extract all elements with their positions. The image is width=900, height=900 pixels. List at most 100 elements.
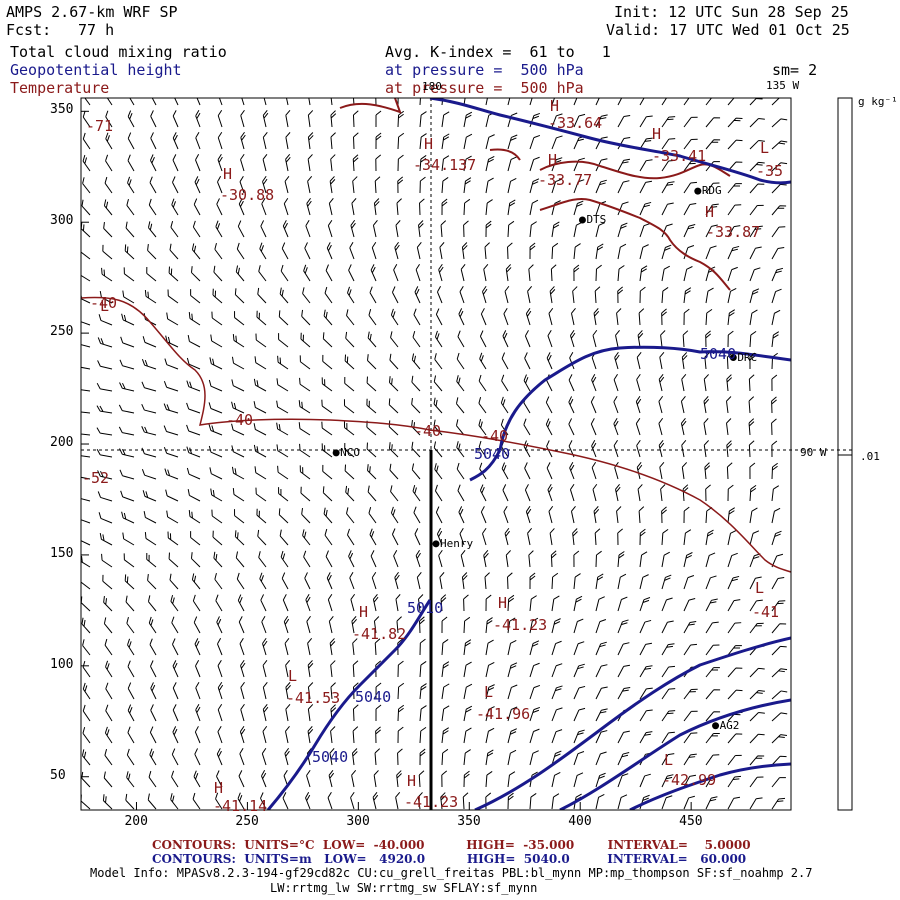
wind-barb <box>375 726 381 744</box>
wind-barb <box>636 461 643 480</box>
wind-barb <box>192 792 201 810</box>
wind-barb <box>705 644 720 656</box>
wind-barb <box>81 337 91 348</box>
wind-barb <box>374 176 381 194</box>
wind-barb <box>217 638 223 656</box>
wind-barb <box>254 466 267 480</box>
wind-barb <box>327 791 333 810</box>
wind-barb <box>209 357 223 370</box>
wind-barb <box>595 222 605 238</box>
wind-barb <box>703 418 709 436</box>
wind-barb <box>771 797 786 810</box>
wind-barb <box>119 448 135 458</box>
wind-barb <box>463 749 471 766</box>
wind-barb <box>146 552 157 568</box>
wind-barb <box>397 132 405 150</box>
wind-barb <box>595 243 604 260</box>
wind-barb <box>683 621 697 634</box>
wind-barb <box>127 638 135 656</box>
wind-barb <box>141 447 157 458</box>
wind-barb <box>276 378 289 392</box>
wind-barb <box>436 528 443 546</box>
wind-barb <box>105 682 113 700</box>
wind-barb <box>482 285 488 304</box>
wind-barb <box>163 447 179 458</box>
wind-barb <box>215 594 223 612</box>
wind-barb <box>280 264 289 282</box>
wind-barb <box>433 397 443 414</box>
wind-barb <box>595 664 608 678</box>
wind-barb <box>439 572 445 590</box>
wind-barb <box>141 404 157 414</box>
wind-barb <box>126 771 135 788</box>
wind-barb <box>523 374 531 392</box>
wind-barb <box>639 709 653 722</box>
wind-barb <box>433 441 443 458</box>
wind-barb <box>366 442 377 458</box>
wind-barb <box>217 153 223 172</box>
wind-barb <box>236 242 245 260</box>
wind-barb <box>149 176 157 194</box>
wind-barb <box>459 285 465 304</box>
wind-barb <box>528 264 534 282</box>
wind-barb <box>217 176 223 194</box>
wind-barb <box>325 264 333 282</box>
wind-barb <box>636 439 641 458</box>
wind-barb <box>366 398 377 414</box>
wind-barb <box>345 331 355 348</box>
colorbar-units: g kg⁻¹ <box>858 95 898 108</box>
low-marker: L <box>288 667 298 685</box>
wind-barb <box>705 529 714 546</box>
wind-barb <box>397 726 404 744</box>
station-dot <box>432 540 440 548</box>
wind-barb <box>529 662 540 678</box>
wind-barb <box>231 445 245 458</box>
wind-barb <box>348 550 355 568</box>
wind-barb <box>102 574 113 590</box>
wind-barb <box>524 352 531 370</box>
wind-barb <box>214 243 223 260</box>
high-marker: H <box>407 772 417 790</box>
wind-barb <box>771 309 781 326</box>
wind-barb <box>485 749 494 766</box>
wind-barb <box>217 725 223 744</box>
wind-barb <box>373 198 380 216</box>
wind-barb <box>573 573 581 590</box>
wind-barb <box>96 382 113 392</box>
height-label: 5040 <box>355 688 392 706</box>
wind-barb <box>661 731 675 744</box>
wind-barb <box>525 307 532 326</box>
wind-barb <box>195 132 201 150</box>
wind-barb <box>96 405 113 414</box>
wind-barb <box>149 748 157 766</box>
wind-barb <box>119 382 135 392</box>
low-value: -42.99 <box>662 771 717 789</box>
wind-barb <box>705 689 721 700</box>
wind-barb <box>749 140 765 150</box>
wind-barb <box>551 200 561 216</box>
wind-barb <box>507 684 518 700</box>
wind-barb <box>163 425 179 436</box>
wind-barb <box>396 770 402 788</box>
wind-barb <box>330 98 336 106</box>
temp-contour <box>339 98 402 114</box>
wind-barb <box>367 464 377 480</box>
wind-barb <box>217 681 224 700</box>
wind-barb <box>97 470 113 480</box>
wind-barb <box>573 221 583 238</box>
wind-barb <box>390 308 399 326</box>
wind-barb <box>705 182 720 194</box>
wind-barb <box>397 660 404 678</box>
wind-barb <box>749 246 762 260</box>
high-marker: H <box>214 779 224 797</box>
wind-barb <box>726 396 732 414</box>
wind-barb <box>104 726 113 744</box>
wind-barb <box>591 440 597 458</box>
wind-barb <box>213 551 223 568</box>
wind-barb <box>639 98 653 106</box>
wind-barb <box>463 770 470 788</box>
wind-barb <box>478 440 487 458</box>
wind-barb <box>391 528 399 546</box>
y-tick-label: 150 <box>50 545 74 561</box>
wind-barb <box>749 797 763 810</box>
